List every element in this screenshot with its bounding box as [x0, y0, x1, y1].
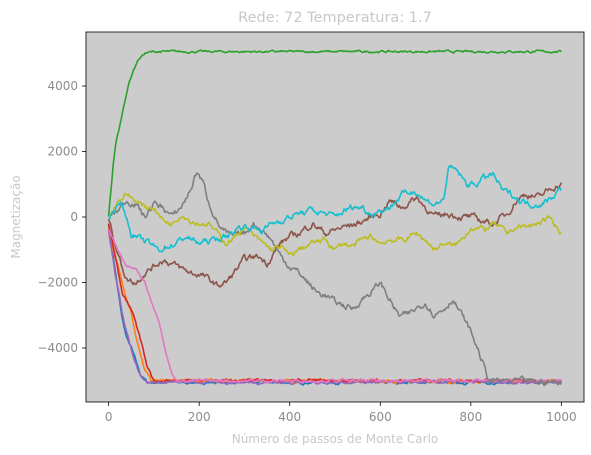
series-line-7 [107, 229, 562, 384]
x-tick-label: 1000 [546, 410, 577, 424]
x-tick-label: 800 [459, 410, 482, 424]
series-layer [107, 49, 563, 387]
y-tick-label: 4000 [47, 79, 78, 93]
series-line-6 [107, 182, 563, 288]
x-tick-label: 400 [278, 410, 301, 424]
y-tick-label: −2000 [37, 275, 78, 289]
plot-area [86, 32, 584, 402]
y-tick-label: 0 [70, 210, 78, 224]
y-axis-label: Magnetização [9, 175, 23, 258]
series-line-9 [108, 192, 562, 257]
x-tick-label: 200 [188, 410, 211, 424]
series-line-10 [108, 164, 563, 253]
x-tick-label: 0 [105, 410, 113, 424]
y-tick-label: 2000 [47, 145, 78, 159]
x-tick-label: 600 [369, 410, 392, 424]
y-tick-label: −4000 [37, 341, 78, 355]
chart-title: Rede: 72 Temperatura: 1.7 [238, 10, 432, 26]
x-axis-label: Número de passos de Monte Carlo [232, 432, 439, 446]
series-line-8 [108, 172, 563, 387]
y-axis-ticks: −4000 −2000 0 2000 4000 [37, 79, 86, 355]
series-line-3 [107, 49, 562, 217]
x-axis-ticks: 0 200 400 600 800 1000 [105, 402, 577, 424]
